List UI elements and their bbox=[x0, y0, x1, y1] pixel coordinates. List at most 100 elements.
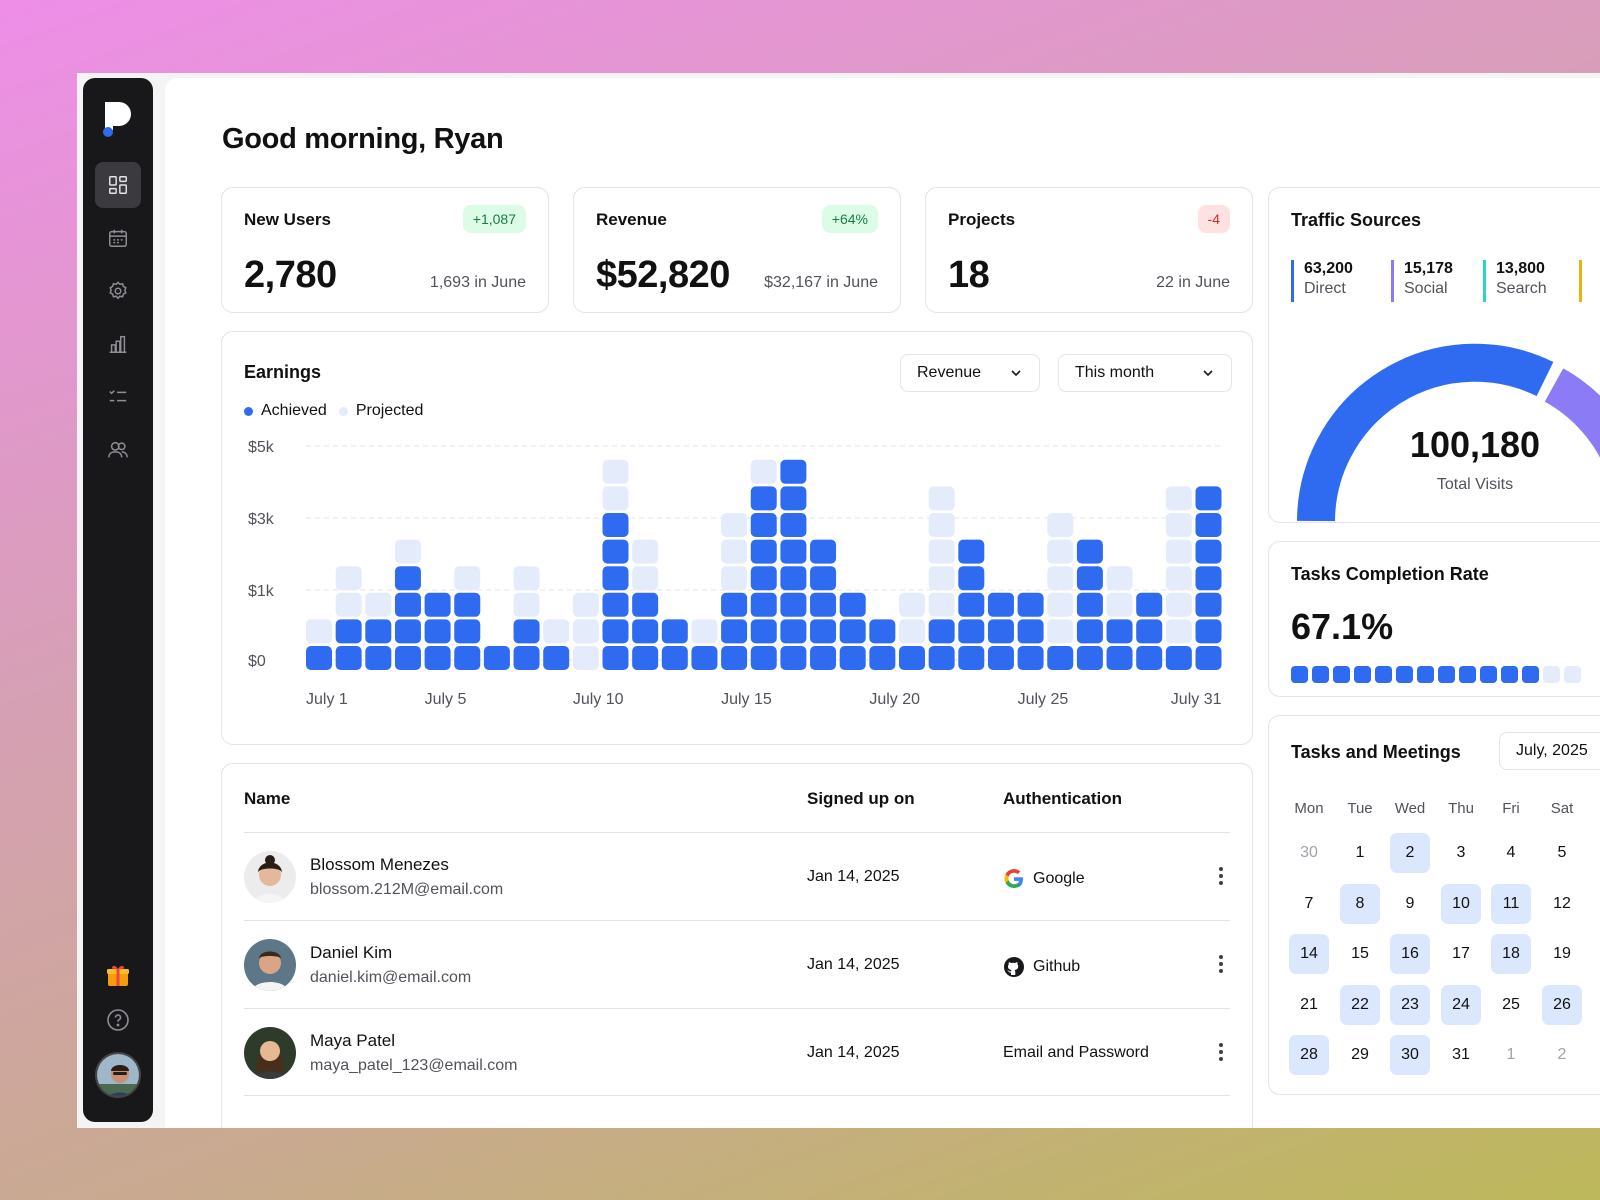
main-content: Good morning, Ryan New Users +1,087 2,78… bbox=[165, 78, 1600, 1128]
sidebar-item-tasks[interactable] bbox=[95, 374, 141, 420]
calendar-day[interactable]: 18 bbox=[1491, 934, 1531, 974]
chevron-down-icon bbox=[1011, 370, 1021, 377]
table-row[interactable]: Blossom Menezes blossom.212M@email.com J… bbox=[244, 832, 1230, 920]
metric-select[interactable]: Revenue bbox=[900, 354, 1040, 392]
achieved-bar bbox=[1165, 646, 1192, 670]
calendar-day[interactable]: 2 bbox=[1557, 1046, 1567, 1063]
more-options-icon[interactable] bbox=[1218, 1042, 1224, 1062]
earnings-chart: $5k $3k $1k $0 July 1 July 5 July 10 July 15 Jul… bbox=[248, 439, 1222, 708]
more-options-icon[interactable] bbox=[1218, 954, 1224, 974]
projected-bar bbox=[721, 566, 748, 591]
achieved-bar bbox=[543, 646, 570, 670]
calendar-day[interactable]: 30 bbox=[1300, 844, 1318, 861]
column-header-authentication: Authentication bbox=[1003, 789, 1122, 808]
stat-badge: +64% bbox=[821, 205, 878, 233]
achieved-bar bbox=[958, 619, 985, 644]
achieved-bar bbox=[780, 646, 807, 670]
calendar-day[interactable]: 28 bbox=[1289, 1035, 1329, 1075]
achieved-bar bbox=[750, 619, 777, 644]
sidebar-nav bbox=[95, 162, 141, 473]
legend-label: Achieved bbox=[261, 402, 327, 419]
projected-bar bbox=[721, 539, 748, 564]
calendar-day[interactable]: 12 bbox=[1553, 894, 1571, 912]
calendar-day[interactable]: 4 bbox=[1506, 844, 1516, 861]
stat-card-revenue: Revenue +64% $52,820 $32,167 in June bbox=[573, 187, 901, 313]
achieved-bar bbox=[958, 646, 985, 670]
stat-value: 18 bbox=[948, 254, 990, 296]
legend-projected: Projected bbox=[338, 402, 423, 420]
sidebar-item-analytics[interactable] bbox=[95, 321, 141, 367]
x-tick-label: July 31 bbox=[1171, 691, 1222, 708]
help-icon[interactable] bbox=[106, 1008, 130, 1032]
calendar-day[interactable]: 31 bbox=[1452, 1046, 1470, 1063]
calendar-day[interactable]: 19 bbox=[1553, 945, 1571, 962]
achieved-bar bbox=[810, 539, 837, 564]
period-select[interactable]: This month bbox=[1058, 354, 1232, 392]
progress-segment bbox=[1459, 666, 1476, 683]
projected-bar bbox=[335, 566, 362, 591]
progress-segment bbox=[1291, 666, 1308, 683]
auth-label: Email and Password bbox=[1003, 1044, 1149, 1061]
sidebar-item-users[interactable] bbox=[95, 427, 141, 473]
calendar-day[interactable]: 16 bbox=[1390, 934, 1430, 974]
projected-bar bbox=[1165, 513, 1192, 537]
user-name: Blossom Menezes bbox=[310, 855, 449, 874]
calendar-day[interactable]: 9 bbox=[1405, 894, 1415, 912]
total-visits-value: 100,180 bbox=[1409, 424, 1541, 465]
calendar-day[interactable]: 2 bbox=[1390, 833, 1430, 873]
progress-segment bbox=[1375, 666, 1392, 683]
achieved-bar bbox=[1195, 486, 1222, 511]
user-avatar[interactable] bbox=[95, 1052, 141, 1098]
projected-bar bbox=[750, 459, 777, 484]
calendar-day[interactable]: 24 bbox=[1441, 984, 1481, 1025]
projected-bar bbox=[1047, 619, 1074, 644]
month-select[interactable]: July, 2025 bbox=[1499, 732, 1600, 770]
progress-segment bbox=[1417, 666, 1434, 683]
calendar-day[interactable]: 1 bbox=[1506, 1046, 1516, 1063]
achieved-bar bbox=[1195, 513, 1222, 537]
calendar-day[interactable]: 23 bbox=[1390, 984, 1430, 1025]
calendar-day[interactable]: 14 bbox=[1289, 934, 1329, 974]
calendar-day[interactable]: 22 bbox=[1340, 984, 1380, 1025]
achieved-bar bbox=[691, 646, 718, 670]
achieved-bar bbox=[1017, 646, 1044, 670]
calendar-day[interactable]: 7 bbox=[1304, 894, 1314, 912]
calendar-day[interactable]: 3 bbox=[1456, 844, 1466, 861]
sidebar-item-dashboard[interactable] bbox=[95, 162, 141, 208]
calendar-day[interactable]: 30 bbox=[1390, 1035, 1430, 1075]
calendar-day[interactable]: 26 bbox=[1542, 984, 1582, 1025]
gift-icon[interactable] bbox=[105, 962, 131, 988]
table-row[interactable]: Maya Patel maya_patel_123@email.com Jan … bbox=[244, 1008, 1230, 1096]
metric-select-value: Revenue bbox=[917, 364, 982, 381]
more-options-icon[interactable] bbox=[1218, 866, 1224, 886]
calendar-day[interactable]: 29 bbox=[1351, 1046, 1369, 1063]
meetings-title: Tasks and Meetings bbox=[1291, 742, 1461, 762]
calendar-day[interactable]: 5 bbox=[1557, 844, 1567, 861]
legend-achieved: Achieved bbox=[244, 402, 327, 420]
calendar-day[interactable]: 15 bbox=[1351, 945, 1369, 962]
projected-bar bbox=[1165, 539, 1192, 564]
achieved-bar bbox=[632, 619, 659, 644]
calendar-day[interactable]: 21 bbox=[1300, 995, 1318, 1013]
table-row[interactable]: Daniel Kim daniel.kim@email.com Jan 14, … bbox=[244, 920, 1230, 1008]
achieved-bar bbox=[1136, 592, 1163, 617]
sidebar-item-settings[interactable] bbox=[95, 268, 141, 314]
sidebar-item-calendar[interactable] bbox=[95, 215, 141, 261]
achieved-bar bbox=[839, 592, 866, 617]
calendar-day[interactable]: 8 bbox=[1340, 883, 1380, 924]
calendar-day[interactable]: 25 bbox=[1502, 995, 1520, 1013]
month-select-value: July, 2025 bbox=[1516, 742, 1588, 759]
calendar-day[interactable]: 11 bbox=[1491, 883, 1531, 924]
calendar-day[interactable]: 17 bbox=[1452, 945, 1470, 962]
calendar-day[interactable]: 1 bbox=[1355, 844, 1365, 861]
total-visits-label: Total Visits bbox=[1436, 476, 1514, 493]
achieved-bar bbox=[424, 619, 451, 644]
achieved-bar bbox=[1047, 646, 1074, 670]
projected-bar bbox=[602, 459, 629, 484]
calendar-day[interactable]: 10 bbox=[1441, 883, 1481, 924]
progress-segment bbox=[1312, 666, 1329, 683]
achieved-bar bbox=[1195, 539, 1222, 564]
traffic-value: 13,800 bbox=[1496, 260, 1545, 277]
achieved-bar bbox=[1136, 646, 1163, 670]
app-logo[interactable] bbox=[101, 100, 135, 138]
